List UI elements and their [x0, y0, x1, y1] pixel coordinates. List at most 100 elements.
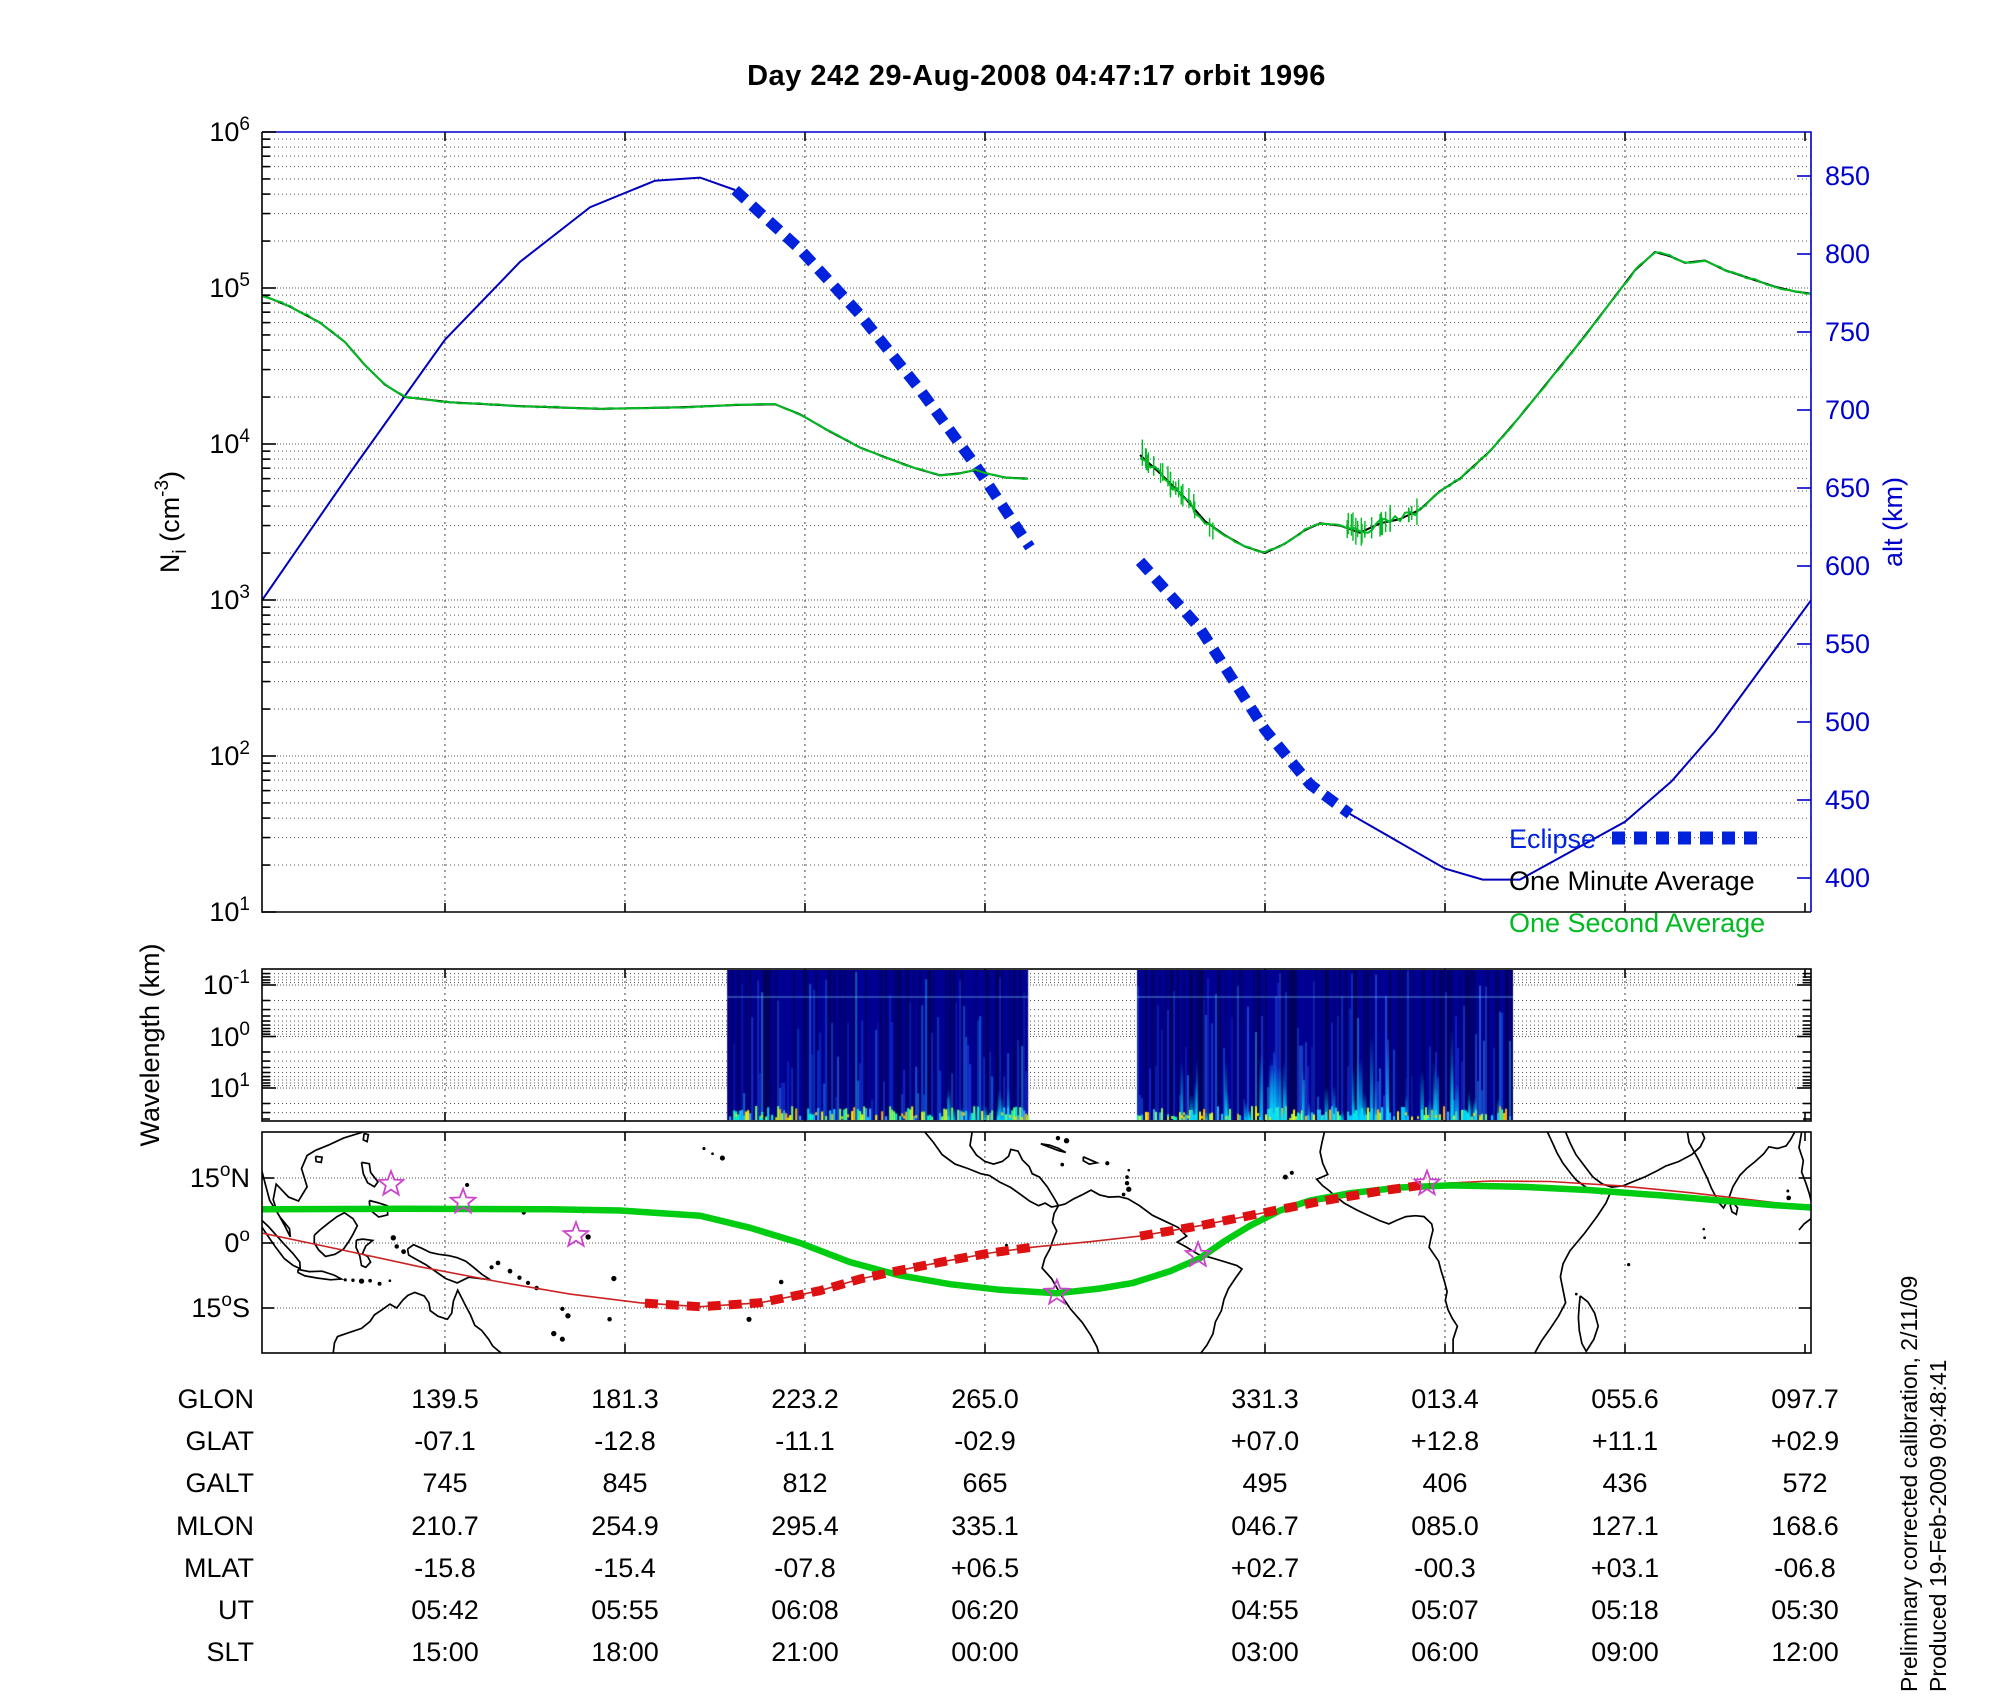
table-cell: 812: [782, 1468, 828, 1498]
ni-label-close: ): [155, 470, 185, 480]
table-cell: 15:00: [411, 1637, 479, 1667]
map-lat-tick-label: 15oN: [189, 1160, 250, 1193]
table-cell: 265.0: [951, 1384, 1019, 1414]
table-cell: 09:00: [1591, 1637, 1659, 1667]
alt-axis-tick-label: 600: [1825, 551, 1871, 581]
alt-axis-tick-label: 650: [1825, 473, 1871, 503]
table-cell: 046.7: [1231, 1511, 1299, 1541]
ni-label-unit: (cm: [155, 496, 185, 550]
alt-axis-tick-label: 700: [1825, 395, 1871, 425]
table-row-label: GLON: [177, 1384, 254, 1414]
legend-eclipse-label: Eclipse: [1509, 824, 1597, 854]
table-cell: 406: [1422, 1468, 1468, 1498]
table-cell: -15.4: [594, 1553, 656, 1583]
table-cell: 665: [962, 1468, 1008, 1498]
ni-label-base: N: [155, 553, 185, 574]
table-row-label: MLON: [175, 1511, 254, 1541]
table-cell: 572: [1782, 1468, 1828, 1498]
table-row-label: GALT: [185, 1468, 254, 1498]
table-cell: 05:30: [1771, 1595, 1839, 1625]
table-cell: 436: [1602, 1468, 1648, 1498]
table-cell: 331.3: [1231, 1384, 1299, 1414]
table-cell: +06.5: [950, 1553, 1020, 1583]
ni-axis-tick-label: 105: [209, 270, 250, 303]
alt-axis-tick-label: 800: [1825, 239, 1871, 269]
ni-axis-tick-label: 106: [209, 114, 250, 147]
figure-title: Day 242 29-Aug-2008 04:47:17 orbit 1996: [747, 60, 1326, 92]
table-cell: 00:00: [951, 1637, 1019, 1667]
footer-line-2: Produced 19-Feb-2009 09:48:41: [1925, 1359, 1951, 1692]
alt-axis-tick-label: 550: [1825, 629, 1871, 659]
table-cell: -11.1: [775, 1426, 835, 1456]
right-axis-label: alt (km): [1878, 477, 1908, 567]
table-row-label: UT: [218, 1595, 254, 1625]
table-cell: 745: [422, 1468, 468, 1498]
wavelength-axis-tick-label: 10-1: [203, 967, 250, 1000]
left-axis-label: Ni (cm-3): [152, 372, 191, 672]
table-cell: 295.4: [771, 1511, 839, 1541]
table-cell: 04:55: [1231, 1595, 1299, 1625]
table-cell: 013.4: [1411, 1384, 1479, 1414]
alt-axis-tick-label: 400: [1825, 863, 1871, 893]
table-cell: -12.8: [594, 1426, 656, 1456]
table-cell: 06:08: [771, 1595, 839, 1625]
alt-axis-tick-label: 750: [1825, 317, 1871, 347]
table-row-label: GLAT: [185, 1426, 254, 1456]
table-row-label: SLT: [206, 1637, 254, 1667]
table-cell: 12:00: [1771, 1637, 1839, 1667]
ni-label-exp: -3: [152, 479, 173, 497]
alt-axis-tick-label: 450: [1825, 785, 1871, 815]
alt-axis-tick-label: 500: [1825, 707, 1871, 737]
table-cell: -07.8: [774, 1553, 836, 1583]
table-cell: 05:07: [1411, 1595, 1479, 1625]
ni-axis-tick-label: 102: [209, 738, 250, 771]
table-cell: 055.6: [1591, 1384, 1659, 1414]
table-cell: 139.5: [411, 1384, 479, 1414]
table-cell: 127.1: [1591, 1511, 1659, 1541]
table-cell: 21:00: [771, 1637, 839, 1667]
table-cell: 210.7: [411, 1511, 479, 1541]
wavelength-axis-tick-label: 100: [209, 1018, 250, 1052]
ni-axis-tick-label: 101: [209, 894, 250, 927]
table-cell: +11.1: [1591, 1426, 1659, 1456]
table-cell: 845: [602, 1468, 648, 1498]
table-cell: 168.6: [1771, 1511, 1839, 1541]
table-cell: 05:42: [411, 1595, 479, 1625]
wavelength-axis-tick-label: 101: [209, 1070, 250, 1103]
table-cell: -15.8: [414, 1553, 476, 1583]
table-cell: 085.0: [1411, 1511, 1479, 1541]
table-cell: 495: [1242, 1468, 1288, 1498]
table-cell: -07.1: [414, 1426, 476, 1456]
table-cell: 335.1: [951, 1511, 1019, 1541]
footer-line-1: Preliminary corrected calibration, 2/11/…: [1896, 1275, 1922, 1692]
map-lat-tick-label: 15oS: [191, 1289, 250, 1323]
table-cell: 06:00: [1411, 1637, 1479, 1667]
table-cell: -00.3: [1414, 1553, 1476, 1583]
table-cell: -02.9: [954, 1426, 1016, 1456]
table-cell: +03.1: [1590, 1553, 1660, 1583]
legend-one-minute-label: One Minute Average: [1509, 866, 1755, 896]
wavelength-spectrogram-image: [263, 970, 1810, 1120]
table-cell: 181.3: [591, 1384, 659, 1414]
ni-label-sub: i: [170, 549, 191, 554]
table-cell: 06:20: [951, 1595, 1019, 1625]
table-cell: +02.9: [1770, 1426, 1840, 1456]
table-cell: 03:00: [1231, 1637, 1299, 1667]
table-cell: -06.8: [1774, 1553, 1836, 1583]
table-cell: 254.9: [591, 1511, 659, 1541]
map-lat-tick-label: 0o: [224, 1225, 250, 1258]
legend-one-second-label: One Second Average: [1509, 908, 1766, 938]
alt-axis-tick-label: 850: [1825, 161, 1871, 191]
table-cell: 18:00: [591, 1637, 659, 1667]
table-cell: +12.8: [1410, 1426, 1480, 1456]
ni-axis-tick-label: 103: [209, 582, 250, 615]
table-cell: +07.0: [1230, 1426, 1300, 1456]
table-cell: 097.7: [1771, 1384, 1839, 1414]
table-cell: 05:55: [591, 1595, 659, 1625]
ni-axis-tick-label: 104: [209, 426, 250, 459]
table-cell: 05:18: [1591, 1595, 1659, 1625]
table-cell: +02.7: [1230, 1553, 1300, 1583]
table-cell: 223.2: [771, 1384, 839, 1414]
table-row-label: MLAT: [183, 1553, 254, 1583]
